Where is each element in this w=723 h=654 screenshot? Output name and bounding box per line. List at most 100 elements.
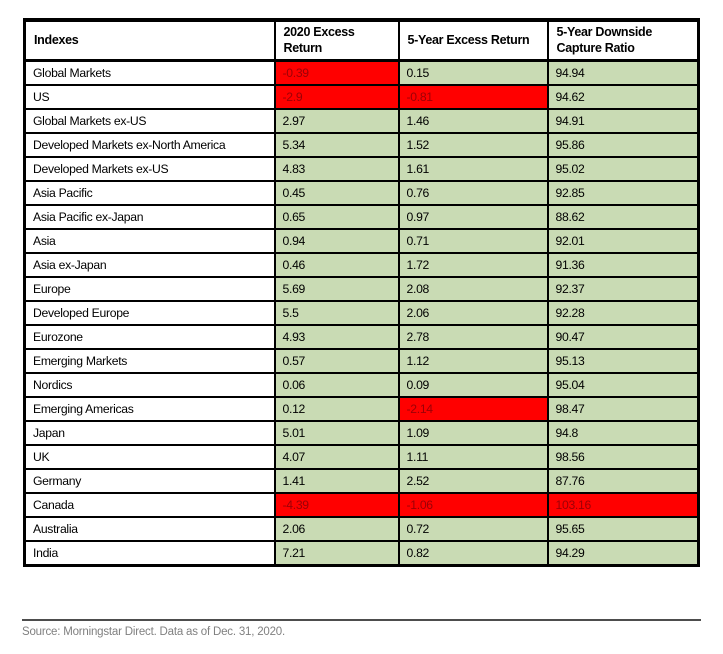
value-cell: 92.85 <box>546 180 700 207</box>
value-cell: 2.06 <box>397 300 549 327</box>
value-cell: 0.57 <box>273 348 400 375</box>
index-name-cell: Europe <box>23 276 276 303</box>
table-row: Global Markets ex-US 2.97 1.46 94.91 <box>23 108 700 135</box>
footer-divider <box>22 619 701 621</box>
index-name-cell: Asia <box>23 228 276 255</box>
value-cell: 94.62 <box>546 84 700 111</box>
table-row: Developed Europe 5.5 2.06 92.28 <box>23 300 700 327</box>
table-row: Emerging Markets 0.57 1.12 95.13 <box>23 348 700 375</box>
index-name-cell: Global Markets ex-US <box>23 108 276 135</box>
value-cell: 2.06 <box>273 516 400 543</box>
value-cell: 0.09 <box>397 372 549 399</box>
index-name-cell: Nordics <box>23 372 276 399</box>
value-cell: 95.65 <box>546 516 700 543</box>
value-cell: 94.29 <box>546 540 700 567</box>
column-header-2020-excess-return: 2020 Excess Return <box>273 19 400 63</box>
index-name-cell: UK <box>23 444 276 471</box>
value-cell: 1.41 <box>273 468 400 495</box>
value-cell: -2.14 <box>397 396 549 423</box>
value-cell: 2.78 <box>397 324 549 351</box>
index-name-cell: India <box>23 540 276 567</box>
value-cell: 98.47 <box>546 396 700 423</box>
table-row: Canada -4.39 -1.06 103.16 <box>23 492 700 519</box>
value-cell: 92.28 <box>546 300 700 327</box>
value-cell: 91.36 <box>546 252 700 279</box>
value-cell: 87.76 <box>546 468 700 495</box>
value-cell: 1.52 <box>397 132 549 159</box>
value-cell: 1.12 <box>397 348 549 375</box>
value-cell: 5.69 <box>273 276 400 303</box>
value-cell: 0.06 <box>273 372 400 399</box>
value-cell: 95.04 <box>546 372 700 399</box>
value-cell: 90.47 <box>546 324 700 351</box>
index-name-cell: Emerging Americas <box>23 396 276 423</box>
table-row: UK 4.07 1.11 98.56 <box>23 444 700 471</box>
value-cell: 0.15 <box>397 59 549 87</box>
index-name-cell: Asia ex-Japan <box>23 252 276 279</box>
table-row: Asia Pacific ex-Japan 0.65 0.97 88.62 <box>23 204 700 231</box>
index-name-cell: Asia Pacific <box>23 180 276 207</box>
value-cell: 1.11 <box>397 444 549 471</box>
table-body: Global Markets -0.39 0.15 94.94 US -2.9 -0.81 9… <box>23 59 700 567</box>
value-cell: 95.02 <box>546 156 700 183</box>
value-cell: 1.72 <box>397 252 549 279</box>
value-cell: 5.01 <box>273 420 400 447</box>
value-cell: 4.83 <box>273 156 400 183</box>
value-cell: 2.97 <box>273 108 400 135</box>
value-cell: 2.08 <box>397 276 549 303</box>
index-name-cell: Developed Markets ex-US <box>23 156 276 183</box>
table-row: Emerging Americas 0.12 -2.14 98.47 <box>23 396 700 423</box>
table-row: Eurozone 4.93 2.78 90.47 <box>23 324 700 351</box>
table-row: Germany 1.41 2.52 87.76 <box>23 468 700 495</box>
value-cell: 95.86 <box>546 132 700 159</box>
value-cell: 4.93 <box>273 324 400 351</box>
value-cell: 0.72 <box>397 516 549 543</box>
value-cell: 0.71 <box>397 228 549 255</box>
value-cell: -2.9 <box>273 84 400 111</box>
value-cell: -4.39 <box>273 492 400 519</box>
value-cell: 2.52 <box>397 468 549 495</box>
value-cell: 103.16 <box>546 492 700 519</box>
table-row: Global Markets -0.39 0.15 94.94 <box>23 59 700 87</box>
table-row: Developed Markets ex-North America 5.34 1.… <box>23 132 700 159</box>
index-name-cell: Global Markets <box>23 59 276 87</box>
value-cell: 0.82 <box>397 540 549 567</box>
value-cell: 92.37 <box>546 276 700 303</box>
value-cell: -1.06 <box>397 492 549 519</box>
table-row: US -2.9 -0.81 94.62 <box>23 84 700 111</box>
excess-returns-table: Indexes 2020 Excess Return 5-Year Excess… <box>23 18 700 568</box>
table-row: Asia Pacific 0.45 0.76 92.85 <box>23 180 700 207</box>
value-cell: 7.21 <box>273 540 400 567</box>
index-name-cell: Eurozone <box>23 324 276 351</box>
index-name-cell: Australia <box>23 516 276 543</box>
index-name-cell: Germany <box>23 468 276 495</box>
value-cell: 0.12 <box>273 396 400 423</box>
table-row: Japan 5.01 1.09 94.8 <box>23 420 700 447</box>
table-row: Europe 5.69 2.08 92.37 <box>23 276 700 303</box>
value-cell: 95.13 <box>546 348 700 375</box>
value-cell: 1.09 <box>397 420 549 447</box>
index-name-cell: Canada <box>23 492 276 519</box>
table-row: India 7.21 0.82 94.29 <box>23 540 700 567</box>
value-cell: -0.39 <box>273 59 400 87</box>
index-name-cell: Developed Europe <box>23 300 276 327</box>
source-note: Source: Morningstar Direct. Data as of D… <box>22 626 285 638</box>
value-cell: 0.65 <box>273 204 400 231</box>
value-cell: 0.94 <box>273 228 400 255</box>
header-row: Indexes 2020 Excess Return 5-Year Excess… <box>23 19 700 63</box>
value-cell: 5.34 <box>273 132 400 159</box>
table-row: Asia 0.94 0.71 92.01 <box>23 228 700 255</box>
index-name-cell: Japan <box>23 420 276 447</box>
value-cell: 4.07 <box>273 444 400 471</box>
index-name-cell: US <box>23 84 276 111</box>
index-name-cell: Asia Pacific ex-Japan <box>23 204 276 231</box>
table-row: Nordics 0.06 0.09 95.04 <box>23 372 700 399</box>
column-header-5yr-excess-return: 5-Year Excess Return <box>397 19 549 63</box>
value-cell: 88.62 <box>546 204 700 231</box>
value-cell: 0.46 <box>273 252 400 279</box>
value-cell: 0.76 <box>397 180 549 207</box>
table-row: Asia ex-Japan 0.46 1.72 91.36 <box>23 252 700 279</box>
value-cell: -0.81 <box>397 84 549 111</box>
value-cell: 0.45 <box>273 180 400 207</box>
value-cell: 94.91 <box>546 108 700 135</box>
